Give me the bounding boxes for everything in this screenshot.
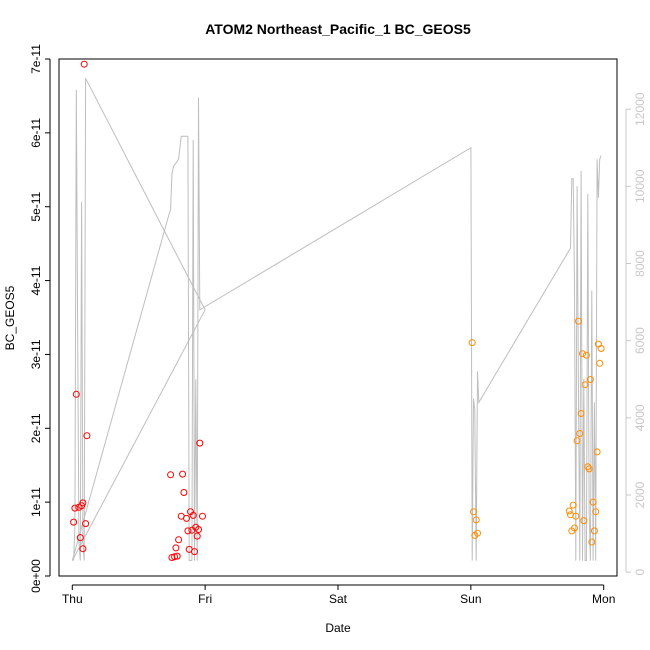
data-point [71,504,79,512]
altitude-line [71,78,602,562]
y-tick-label: 0e+00 [29,559,43,593]
data-point [582,351,590,359]
data-point [575,317,582,325]
data-point [565,507,573,515]
data-point [79,545,87,553]
data-point [586,376,594,383]
x-tick-label: Thu [62,592,83,606]
data-point [576,430,584,437]
data-point [173,552,181,560]
data-point [76,534,84,542]
data-point [588,538,596,546]
data-point [179,470,187,478]
right-tick-label: 10000 [633,169,647,203]
data-point [70,518,78,526]
data-points-layer [70,60,605,561]
y-tick-label: 1e-11 [29,487,43,517]
right-y-axis: 0 2000 4000 6000 8000 10000 12000 [625,92,647,575]
data-point [189,511,197,519]
data-point [577,410,585,417]
data-point [597,345,605,352]
right-tick-label: 6000 [633,327,647,354]
data-point [172,544,180,552]
y-tick-label: 6e-11 [29,118,43,148]
data-point [580,517,588,525]
data-point [175,536,183,544]
data-point [184,527,192,535]
data-point [596,359,604,367]
data-point [589,498,597,506]
y-tick-label: 3e-11 [29,339,43,369]
data-point [72,390,80,398]
right-tick-label: 2000 [633,481,647,508]
data-point [474,529,481,537]
data-point [579,350,586,358]
chart-title: ATOM2 Northeast_Pacific_1 BC_GEOS5 [205,21,471,37]
data-point [569,501,577,509]
data-point [585,465,593,473]
x-tick-label: Mon [592,592,615,606]
right-tick-label: 12000 [633,92,647,126]
data-point [472,516,480,524]
data-point [82,520,90,528]
data-point [195,526,202,533]
data-point [592,508,600,516]
right-tick-label: 4000 [633,404,647,431]
y-tick-label: 5e-11 [29,191,43,221]
x-axis-label: Date [325,621,351,635]
data-point [593,448,601,456]
data-point [196,439,204,447]
data-point [590,527,598,535]
y-tick-label: 4e-11 [29,265,43,295]
data-point [167,471,175,479]
data-point [80,60,88,68]
data-point [468,339,476,347]
data-point [581,381,589,389]
data-point [183,514,190,522]
data-point [79,499,87,507]
data-point [572,512,580,520]
data-point [470,508,477,516]
right-tick-label: 0 [633,568,647,575]
y-tick-label: 7e-11 [29,44,43,74]
data-point [83,432,91,440]
data-point [573,437,581,445]
altitude-line-layer [71,78,602,562]
y-axis: 0e+00 1e-11 2e-11 3e-11 4e-11 5e-11 6e-11 7e-11 [29,44,51,593]
right-tick-label: 8000 [633,250,647,277]
data-point [571,524,578,532]
y-axis-label: BC_GEOS5 [3,285,17,350]
plot-frame [58,58,618,577]
y-tick-label: 2e-11 [29,413,43,443]
data-point [180,489,188,496]
data-point [199,512,206,520]
x-axis: Thu Fri Sat Sun Mon [62,584,615,606]
data-point [193,532,201,540]
x-tick-label: Sun [460,592,481,606]
x-tick-label: Sat [329,592,348,606]
data-point [191,548,198,556]
x-tick-label: Fri [198,592,212,606]
